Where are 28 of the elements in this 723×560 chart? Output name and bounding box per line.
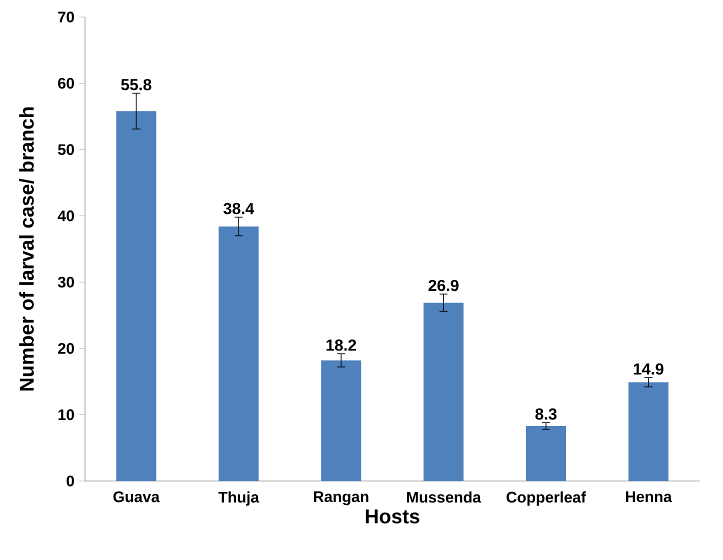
- x-axis-title: Hosts: [366, 510, 420, 524]
- data-label: 38.4: [223, 202, 254, 214]
- bar: [424, 302, 464, 481]
- bar: [116, 111, 156, 481]
- x-tick-label: Rangan: [314, 491, 368, 506]
- data-label: 55.8: [121, 78, 152, 90]
- x-tick-label: Mussenda: [407, 491, 482, 503]
- y-tick-label: 0: [66, 476, 74, 486]
- y-tick-label: 30: [58, 276, 74, 288]
- y-tick-label: 20: [58, 343, 74, 354]
- x-tick-label: Henna: [626, 491, 672, 502]
- y-tick-label: 10: [58, 409, 74, 420]
- data-label: 18.2: [326, 339, 356, 351]
- y-tick-label: 40: [58, 210, 74, 222]
- x-tick-label: Guava: [113, 491, 160, 502]
- bar: [321, 360, 362, 481]
- y-tick-label: 50: [58, 144, 74, 155]
- bar: [218, 226, 259, 481]
- x-tick-label: Thuja: [218, 491, 260, 506]
- bar: [628, 382, 668, 481]
- data-label: 8.3: [535, 408, 557, 420]
- y-tick-label: 70: [58, 12, 74, 22]
- x-tick-label: Copperleaf: [506, 491, 586, 506]
- data-label: 26.9: [428, 280, 459, 292]
- bar: [526, 426, 566, 481]
- y-axis-title: Number of larval case/ branch: [19, 107, 34, 390]
- y-tick-label: 60: [58, 78, 74, 89]
- data-label: 14.9: [634, 363, 664, 375]
